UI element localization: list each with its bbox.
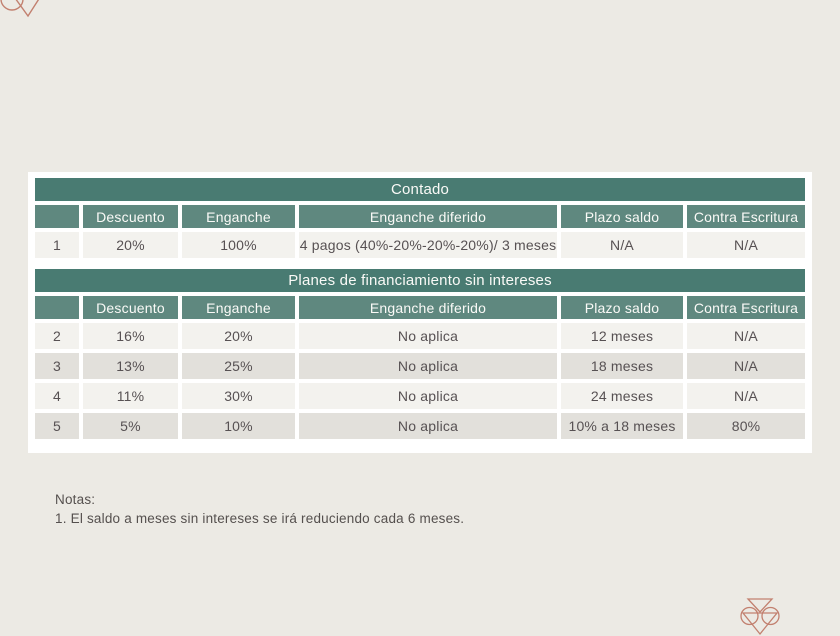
note-item: 1. El saldo a meses sin intereses se irá… — [55, 511, 465, 526]
table-cell: 12 meses — [561, 323, 683, 349]
table-cell: 24 meses — [561, 383, 683, 409]
table-cell: 10% a 18 meses — [561, 413, 683, 439]
table-title: Contado — [35, 178, 806, 201]
column-header — [35, 296, 79, 319]
table-cell: 4 — [35, 383, 79, 409]
column-header: Enganche — [182, 296, 295, 319]
table-cell: No aplica — [299, 323, 557, 349]
plan-table: Planes de financiamiento sin intereses De… — [31, 265, 809, 443]
table-cell: No aplica — [299, 413, 557, 439]
table-cell: N/A — [561, 232, 683, 258]
table-cell: 11% — [83, 383, 178, 409]
table-cell: 20% — [83, 232, 178, 258]
table-cell: 80% — [687, 413, 806, 439]
table-cell: No aplica — [299, 353, 557, 379]
table-cell: 5% — [83, 413, 178, 439]
table-cell: 16% — [83, 323, 178, 349]
column-header: Plazo saldo — [561, 296, 683, 319]
circle-triangle-logo-icon — [0, 0, 40, 18]
table-cell: 30% — [182, 383, 295, 409]
plan-table: Contado Descuento Enganche Enganche diferid… — [31, 174, 809, 262]
table-cell: 25% — [182, 353, 295, 379]
triangle-circles-logo-icon — [740, 598, 780, 636]
column-header — [35, 205, 79, 228]
pricing-tables-panel: Contado Descuento Enganche Enganche diferid… — [28, 172, 812, 453]
column-header: Descuento — [83, 205, 178, 228]
column-header: Plazo saldo — [561, 205, 683, 228]
table-cell: N/A — [687, 323, 806, 349]
table-cell: 1 — [35, 232, 79, 258]
table-cell: 5 — [35, 413, 79, 439]
table-cell: N/A — [687, 232, 806, 258]
table-row: 1 20% 100% 4 pagos (40%-20%-20%-20%)/ 3 mes… — [35, 232, 806, 258]
table-cell: 10% — [182, 413, 295, 439]
column-header: Descuento — [83, 296, 178, 319]
table-row: 2 16% 20% No aplica 12 meses N/A — [35, 323, 806, 349]
column-header: Contra Escritura — [687, 205, 806, 228]
table-row: 3 13% 25% No aplica 18 meses N/A — [35, 353, 806, 379]
table-title: Planes de financiamiento sin intereses — [35, 269, 806, 292]
table-cell: 3 — [35, 353, 79, 379]
table-cell: No aplica — [299, 383, 557, 409]
table-cell: 13% — [83, 353, 178, 379]
column-header: Contra Escritura — [687, 296, 806, 319]
table-cell: 100% — [182, 232, 295, 258]
table-cell: 4 pagos (40%-20%-20%-20%)/ 3 meses — [299, 232, 557, 258]
table-cell: 2 — [35, 323, 79, 349]
table-cell: N/A — [687, 353, 806, 379]
notes-block: Notas: 1. El saldo a meses sin intereses… — [55, 490, 464, 528]
notes-heading: Notas: — [55, 492, 96, 507]
column-header: Enganche diferido — [299, 205, 557, 228]
table-cell: 18 meses — [561, 353, 683, 379]
table-row: 5 5% 10% No aplica 10% a 18 meses 80% — [35, 413, 806, 439]
column-header: Enganche diferido — [299, 296, 557, 319]
table-cell: N/A — [687, 383, 806, 409]
table-cell: 20% — [182, 323, 295, 349]
table-row: 4 11% 30% No aplica 24 meses N/A — [35, 383, 806, 409]
column-header: Enganche — [182, 205, 295, 228]
